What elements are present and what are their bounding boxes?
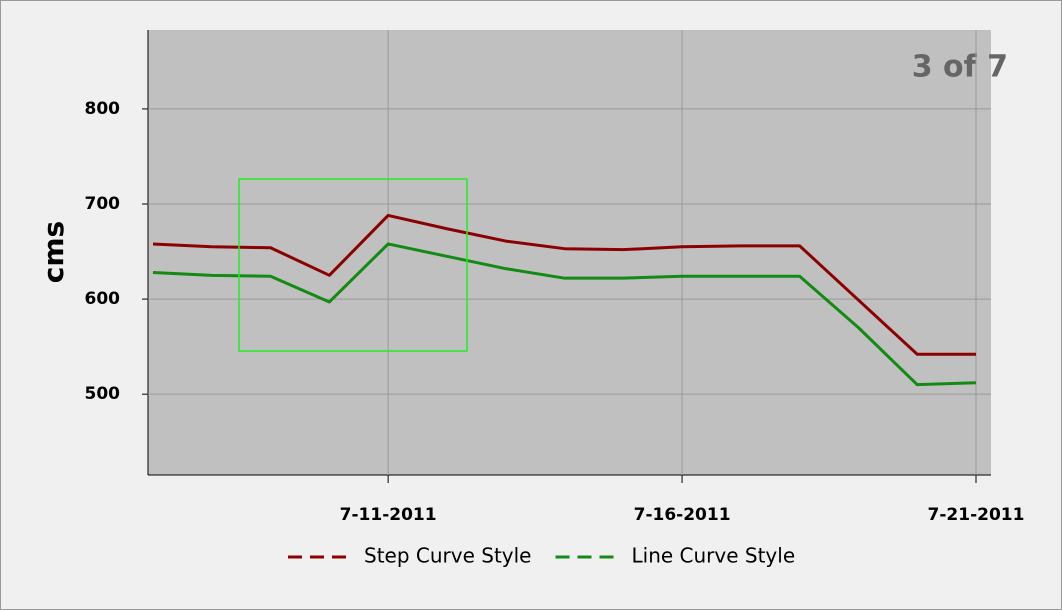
plot-area <box>148 30 991 475</box>
y-tick-label: 600 <box>85 289 121 309</box>
x-tick-label: 7-16-2011 <box>634 505 731 525</box>
y-tick-label: 700 <box>85 194 121 214</box>
selection-box <box>238 178 468 352</box>
series-line <box>152 242 977 387</box>
y-tick-label: 500 <box>85 384 121 404</box>
x-tick-label: 7-21-2011 <box>928 505 1025 525</box>
x-tick-label: 7-11-2011 <box>340 505 437 525</box>
series-line <box>152 213 976 356</box>
legend-label: Line Curve Style <box>632 544 796 568</box>
y-tick-label: 800 <box>85 99 121 119</box>
annotation: 3 of 7 <box>912 50 1008 85</box>
y-axis-label: cms <box>37 221 70 283</box>
legend-label: Step Curve Style <box>364 544 532 568</box>
